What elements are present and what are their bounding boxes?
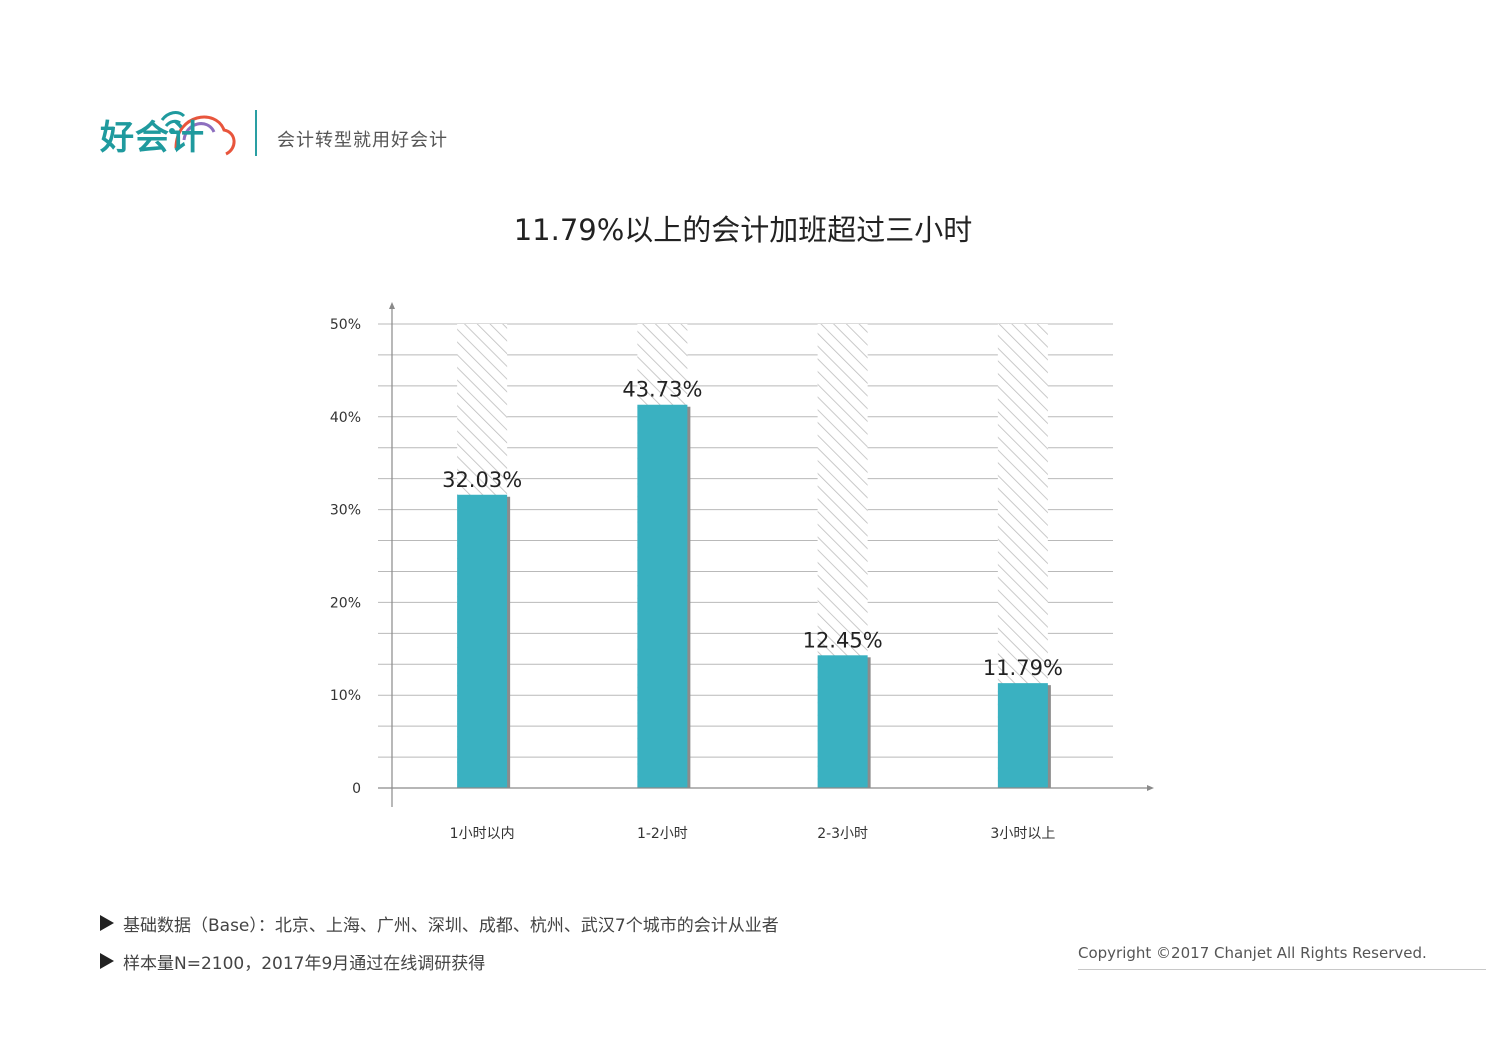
bar — [457, 494, 508, 788]
base-note-text: 基础数据（Base）：北京、上海、广州、深圳、成都、杭州、武汉7个城市的会计从业… — [123, 915, 779, 936]
sample-note-text: 样本量N=2100，2017年9月通过在线调研获得 — [123, 953, 486, 974]
footnotes: 基础数据（Base）：北京、上海、广州、深圳、成都、杭州、武汉7个城市的会计从业… — [100, 906, 779, 982]
bar — [817, 655, 868, 788]
x-tick-label: 2-3小时 — [817, 826, 868, 842]
y-axis-arrow-icon — [389, 302, 395, 309]
data-label: 11.79% — [983, 656, 1063, 680]
y-tick-label: 40% — [330, 410, 361, 426]
bar — [997, 683, 1048, 788]
sample-note: 样本量N=2100，2017年9月通过在线调研获得 — [100, 944, 779, 978]
header: 好会计 会计转型就用好会计 — [98, 104, 447, 160]
x-tick-label: 1小时以内 — [450, 826, 515, 842]
logo: 好会计 — [98, 104, 238, 160]
y-tick-label: 10% — [330, 688, 361, 704]
copyright: Copyright ©2017 Chanjet All Rights Reser… — [1078, 944, 1427, 962]
data-label: 43.73% — [622, 378, 702, 402]
logo-text: 好会计 — [100, 118, 205, 158]
y-tick-label: 20% — [330, 595, 361, 611]
bar — [637, 404, 688, 788]
triangle-bullet-icon — [100, 915, 114, 931]
wifi-cloud-icon — [160, 111, 236, 156]
y-tick-label: 50% — [330, 317, 361, 333]
y-tick-label: 30% — [330, 503, 361, 519]
background-bars — [457, 324, 1048, 788]
triangle-bullet-icon — [100, 953, 114, 969]
y-tick-label: 0 — [352, 781, 361, 797]
x-tick-label: 3小时以上 — [990, 826, 1055, 842]
header-divider — [255, 110, 257, 156]
labels: 32.03% 1小时以内 43.73% 1-2小时 12.45% 2-3小时 11.79% 3… — [330, 317, 1063, 842]
slogan: 会计转型就用好会计 — [277, 130, 448, 151]
base-note: 基础数据（Base）：北京、上海、广州、深圳、成都、杭州、武汉7个城市的会计从业… — [100, 906, 779, 940]
axes — [378, 302, 1154, 807]
x-tick-label: 1-2小时 — [637, 826, 688, 842]
x-axis-arrow-icon — [1147, 785, 1154, 791]
data-label: 12.45% — [803, 628, 883, 652]
copyright-divider — [1078, 969, 1486, 970]
chart-title: 11.79%以上的会计加班超过三小时 — [513, 213, 973, 247]
data-label: 32.03% — [442, 468, 522, 492]
data-bars — [457, 404, 1051, 788]
